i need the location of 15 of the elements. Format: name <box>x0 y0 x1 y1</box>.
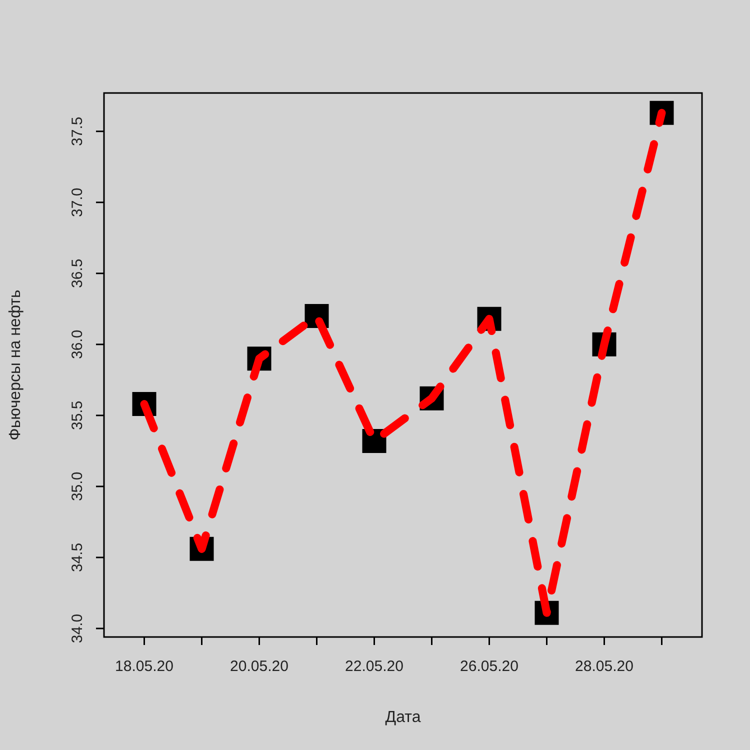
y-tick-label: 37.5 <box>69 116 86 146</box>
x-tick-label: 26.05.20 <box>460 658 518 675</box>
y-tick-label: 35.0 <box>69 472 86 502</box>
y-tick-label: 35.5 <box>69 400 86 430</box>
y-tick-label: 36.0 <box>69 330 86 360</box>
x-tick-label: 20.05.20 <box>230 658 288 675</box>
y-tick-label: 34.5 <box>69 542 86 572</box>
x-tick-label: 18.05.20 <box>115 658 174 675</box>
y-axis-title: Фьючерсы на нефть <box>7 290 24 440</box>
x-tick-label: 22.05.20 <box>345 658 404 675</box>
x-tick-label: 28.05.20 <box>575 658 634 675</box>
y-tick-label: 37.0 <box>69 188 86 217</box>
y-tick-label: 36.5 <box>69 258 86 288</box>
x-axis-title: Дата <box>385 709 421 726</box>
y-tick-label: 34.0 <box>69 614 86 644</box>
